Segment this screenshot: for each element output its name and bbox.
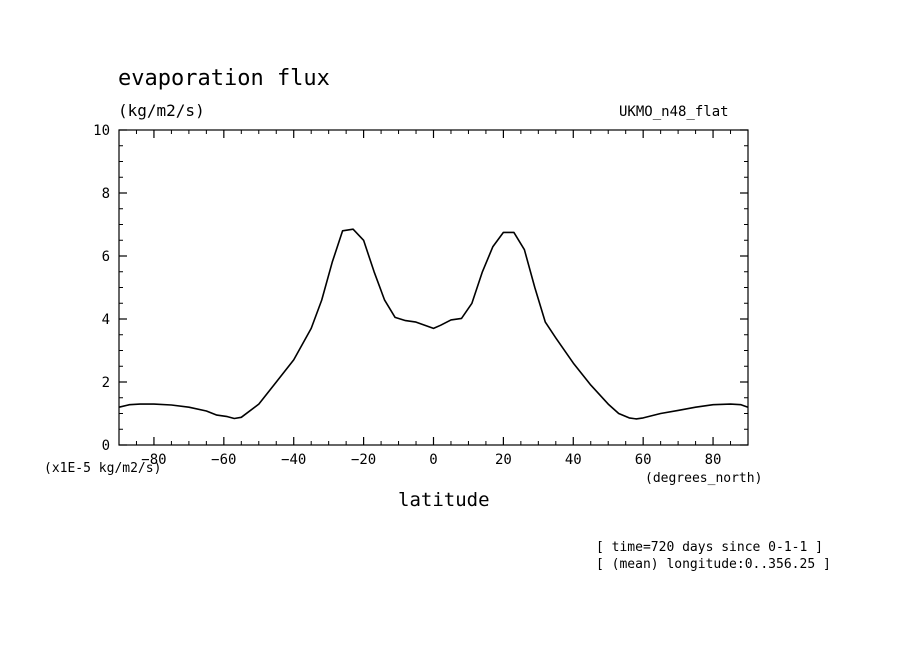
x-tick-label: 40 (565, 452, 582, 468)
y-tick-label: 2 (102, 375, 110, 391)
y-tick-label: 4 (102, 312, 110, 328)
series-line (118, 228, 749, 420)
y-tick-label: 6 (102, 249, 110, 265)
minor-ticks (118, 130, 749, 445)
chart-units: (kg/m2/s) (118, 101, 205, 120)
x-tick-label: 60 (635, 452, 652, 468)
longitude-note: [ (mean) longitude:0..356.25 ] (596, 557, 831, 572)
y-axis: 0 2 4 6 8 10 (93, 123, 748, 454)
chart-title: evaporation flux (118, 66, 330, 91)
y-tick-label: 10 (93, 123, 110, 139)
plot-frame (118, 129, 749, 446)
y-tick-label: 0 (102, 438, 110, 454)
x-tick-label: −40 (281, 452, 306, 468)
x-tick-label: −20 (351, 452, 376, 468)
dataset-label: UKMO_n48_flat (619, 104, 729, 120)
series-group (118, 228, 749, 420)
y-tick-label: 8 (102, 186, 110, 202)
x-tick-label: −60 (211, 452, 236, 468)
x-axis: −80 −60 −40 −20 0 20 40 60 80 (141, 130, 721, 468)
time-note: [ time=720 days since 0-1-1 ] (596, 540, 823, 555)
x-tick-label: 80 (705, 452, 722, 468)
x-axis-title: latitude (398, 489, 490, 511)
x-unit-label: (degrees_north) (645, 471, 763, 486)
x-tick-label: −80 (141, 452, 166, 468)
x-tick-label: 0 (429, 452, 437, 468)
x-tick-label: 20 (495, 452, 512, 468)
y-scale-note: (x1E-5 kg/m2/s) (44, 461, 162, 476)
